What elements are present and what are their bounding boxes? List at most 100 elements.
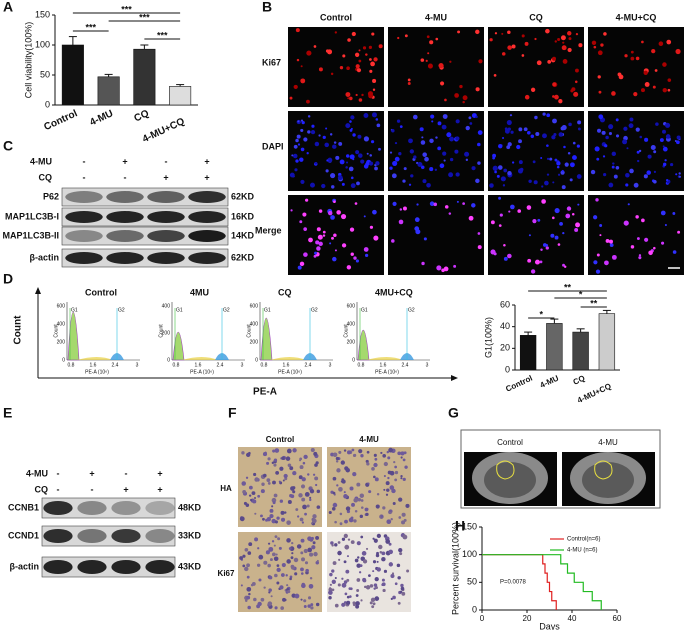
- cell: [300, 147, 305, 152]
- cell: [552, 118, 557, 124]
- cell: [551, 135, 556, 140]
- cell: [644, 237, 649, 242]
- cell: [477, 161, 481, 165]
- cell: [556, 165, 560, 169]
- band-name: CCND1: [8, 530, 39, 540]
- cell: [346, 595, 350, 599]
- cell: [289, 96, 293, 100]
- cell: [654, 69, 658, 72]
- cell: [278, 480, 281, 483]
- axis-label: PE-A: [253, 387, 277, 398]
- cell: [465, 125, 470, 131]
- cell: [286, 538, 291, 543]
- cell: [667, 88, 671, 92]
- cell: [331, 579, 336, 584]
- cell: [366, 152, 369, 155]
- cell: [524, 94, 530, 100]
- cell: [240, 584, 243, 587]
- cell: [299, 261, 305, 267]
- tumor-outline: [594, 460, 613, 480]
- cell: [306, 504, 310, 508]
- cell: [396, 119, 401, 123]
- cell: [263, 560, 268, 565]
- cell: [424, 156, 429, 162]
- cell: [595, 269, 601, 274]
- cell: [608, 124, 614, 130]
- brain-inner: [484, 462, 536, 498]
- cell: [299, 220, 303, 224]
- cell: [300, 551, 304, 555]
- blot-band: [65, 211, 103, 223]
- cell: [528, 179, 532, 184]
- cell: [639, 135, 643, 139]
- cell: [370, 140, 375, 144]
- cell: [300, 128, 304, 132]
- cell: [262, 517, 265, 521]
- cell: [302, 504, 307, 510]
- cell: [356, 578, 361, 582]
- cell: [380, 515, 384, 518]
- cell: [527, 258, 532, 263]
- cell: [348, 96, 353, 101]
- cell: [400, 477, 403, 480]
- cell: [502, 184, 506, 187]
- cell: [363, 113, 369, 118]
- cell: [454, 93, 459, 98]
- cell: [335, 456, 340, 461]
- cell: [373, 475, 376, 479]
- cell: [572, 155, 577, 161]
- cell: [252, 499, 257, 504]
- cell: [378, 44, 383, 49]
- micrograph: [388, 27, 484, 107]
- cell: [557, 173, 561, 176]
- cell: [258, 578, 262, 582]
- cell: [643, 174, 648, 179]
- cell: [385, 493, 389, 496]
- micrograph: [388, 111, 484, 191]
- cell: [329, 242, 332, 245]
- cell: [420, 140, 426, 145]
- cell: [296, 58, 300, 62]
- cell: [266, 478, 271, 483]
- cell: [292, 448, 297, 453]
- significance-label: **: [590, 298, 598, 308]
- cell: [271, 497, 277, 503]
- cell: [454, 149, 459, 154]
- cell: [630, 56, 635, 61]
- cell: [595, 198, 599, 202]
- cell: [345, 92, 351, 98]
- cell: [242, 554, 246, 558]
- cell: [343, 560, 347, 564]
- cell: [311, 518, 317, 524]
- cell: [590, 169, 596, 175]
- cell: [562, 59, 568, 64]
- cell: [287, 589, 291, 594]
- cell: [281, 562, 286, 568]
- flow-tick: 3: [426, 362, 429, 368]
- cell: [341, 537, 346, 541]
- cell: [311, 545, 316, 550]
- band-name: β-actin: [30, 252, 60, 262]
- cell: [650, 145, 656, 150]
- cell: [266, 461, 270, 465]
- cell: [407, 82, 411, 85]
- cell: [300, 78, 306, 84]
- cell: [540, 248, 543, 252]
- cell: [337, 541, 341, 544]
- cell: [534, 37, 537, 41]
- cell: [653, 170, 657, 173]
- cell: [376, 493, 380, 496]
- cell: [596, 253, 600, 257]
- cell: [249, 485, 253, 490]
- cell: [263, 586, 266, 589]
- y-tick-label: 50: [467, 577, 477, 587]
- cell: [375, 161, 380, 166]
- cell: [401, 512, 406, 517]
- cell: [557, 37, 561, 42]
- cell: [293, 84, 298, 90]
- cell: [311, 124, 315, 128]
- cell: [477, 130, 483, 135]
- cell: [374, 477, 379, 482]
- cell: [540, 156, 543, 159]
- cell: [286, 448, 292, 454]
